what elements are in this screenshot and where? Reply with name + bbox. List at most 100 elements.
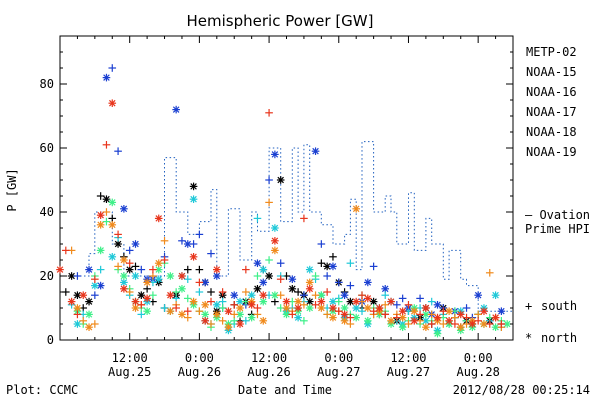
footer-timestamp: 2012/08/28 00:25:14 bbox=[453, 383, 590, 397]
data-point-noaa-17 bbox=[433, 329, 442, 338]
marker-stroke bbox=[387, 298, 395, 305]
marker-stroke bbox=[97, 282, 104, 289]
data-point-noaa-15 bbox=[85, 265, 93, 274]
data-point-noaa-18 bbox=[230, 310, 239, 319]
data-point-noaa-15 bbox=[271, 150, 279, 159]
data-point-noaa-18 bbox=[79, 317, 88, 325]
data-point-noaa-15 bbox=[259, 278, 268, 287]
data-point-noaa-18 bbox=[213, 310, 221, 319]
data-point-noaa-19 bbox=[329, 304, 337, 312]
data-point-noaa-18 bbox=[485, 269, 494, 277]
data-point-noaa-19 bbox=[468, 320, 477, 328]
data-point-noaa-17 bbox=[340, 304, 349, 312]
marker-stroke bbox=[306, 304, 314, 312]
data-point-noaa-19 bbox=[108, 99, 117, 107]
data-point-noaa-16 bbox=[294, 313, 302, 322]
x-tick-date-label: Aug.26 bbox=[178, 365, 221, 379]
marker-stroke bbox=[178, 311, 186, 318]
marker-stroke bbox=[259, 291, 267, 299]
data-point-noaa-19 bbox=[462, 313, 471, 322]
data-point-noaa-18 bbox=[259, 317, 268, 325]
data-point-noaa-18 bbox=[108, 221, 117, 229]
marker-stroke bbox=[352, 298, 360, 305]
data-point-noaa-18 bbox=[439, 320, 448, 328]
data-point-noaa-19 bbox=[422, 304, 430, 312]
data-point-noaa-18 bbox=[422, 323, 430, 331]
marker-stroke bbox=[364, 279, 372, 286]
marker-stroke bbox=[132, 298, 139, 305]
marker-stroke bbox=[434, 301, 441, 309]
data-point-noaa-19 bbox=[247, 301, 256, 309]
legend-marker-symbol: * bbox=[525, 331, 532, 345]
data-point-metp-02 bbox=[346, 297, 355, 306]
data-point-noaa-18 bbox=[381, 301, 390, 309]
data-point-noaa-19 bbox=[323, 288, 331, 296]
data-point-noaa-19 bbox=[271, 237, 279, 245]
marker-stroke bbox=[143, 307, 151, 315]
data-point-noaa-19 bbox=[67, 297, 76, 306]
data-point-noaa-15 bbox=[311, 147, 320, 155]
data-point-noaa-19 bbox=[253, 304, 262, 312]
data-point-noaa-19 bbox=[120, 285, 128, 293]
x-tick-date-label: Aug.26 bbox=[247, 365, 290, 379]
marker-stroke bbox=[85, 323, 93, 331]
data-point-noaa-18 bbox=[282, 304, 291, 312]
data-point-noaa-19 bbox=[387, 297, 395, 306]
marker-stroke bbox=[248, 291, 255, 299]
data-point-metp-02 bbox=[85, 297, 93, 306]
data-point-noaa-18 bbox=[120, 256, 128, 264]
data-point-noaa-19 bbox=[114, 230, 122, 239]
data-point-noaa-17 bbox=[166, 272, 175, 280]
data-point-noaa-18 bbox=[404, 320, 413, 328]
data-point-noaa-16 bbox=[91, 281, 99, 290]
data-point-noaa-16 bbox=[427, 297, 436, 306]
data-point-noaa-19 bbox=[300, 214, 308, 223]
data-point-noaa-18 bbox=[143, 278, 151, 287]
marker-stroke bbox=[364, 295, 372, 302]
data-point-noaa-18 bbox=[387, 317, 395, 325]
data-point-noaa-18 bbox=[224, 323, 233, 331]
data-point-metp-02 bbox=[102, 195, 111, 203]
marker-stroke bbox=[318, 298, 325, 305]
marker-stroke bbox=[126, 266, 133, 273]
data-point-noaa-19 bbox=[317, 297, 326, 306]
marker-stroke bbox=[341, 317, 348, 325]
data-point-noaa-18 bbox=[178, 310, 186, 319]
marker-stroke bbox=[132, 240, 139, 248]
marker-stroke bbox=[108, 253, 116, 261]
marker-stroke bbox=[376, 304, 383, 312]
data-point-metp-02 bbox=[271, 297, 279, 306]
marker-stroke bbox=[120, 205, 128, 213]
x-tick-time-label: 12:00 bbox=[251, 351, 287, 365]
marker-stroke bbox=[318, 304, 325, 312]
data-point-noaa-16 bbox=[213, 301, 221, 309]
data-point-noaa-17 bbox=[178, 285, 186, 293]
data-point-noaa-19 bbox=[102, 141, 111, 149]
marker-stroke bbox=[103, 195, 110, 203]
data-point-noaa-19 bbox=[334, 307, 343, 315]
marker-stroke bbox=[422, 317, 430, 325]
marker-stroke bbox=[201, 279, 209, 286]
data-point-noaa-18 bbox=[427, 310, 436, 319]
data-point-noaa-19 bbox=[358, 291, 366, 299]
data-point-noaa-17 bbox=[503, 320, 511, 328]
marker-stroke bbox=[283, 311, 290, 318]
data-point-noaa-17 bbox=[85, 310, 93, 319]
data-point-noaa-16 bbox=[160, 304, 169, 312]
data-point-noaa-17 bbox=[201, 310, 209, 319]
data-point-noaa-15 bbox=[340, 291, 349, 299]
data-point-noaa-17 bbox=[300, 317, 308, 325]
data-point-noaa-19 bbox=[340, 310, 349, 319]
data-point-noaa-16 bbox=[120, 278, 128, 287]
data-point-noaa-19 bbox=[91, 275, 99, 283]
marker-stroke bbox=[306, 285, 314, 293]
marker-stroke bbox=[399, 323, 406, 331]
y-tick-label: 60 bbox=[40, 141, 54, 155]
x-tick-time-label: 0:00 bbox=[185, 351, 214, 365]
data-point-noaa-19 bbox=[427, 320, 436, 328]
data-point-noaa-19 bbox=[265, 109, 273, 117]
legend-marker-label-south: south bbox=[541, 299, 577, 313]
data-point-noaa-15 bbox=[276, 259, 285, 267]
data-point-noaa-17 bbox=[172, 288, 180, 296]
data-point-noaa-18 bbox=[201, 301, 209, 309]
